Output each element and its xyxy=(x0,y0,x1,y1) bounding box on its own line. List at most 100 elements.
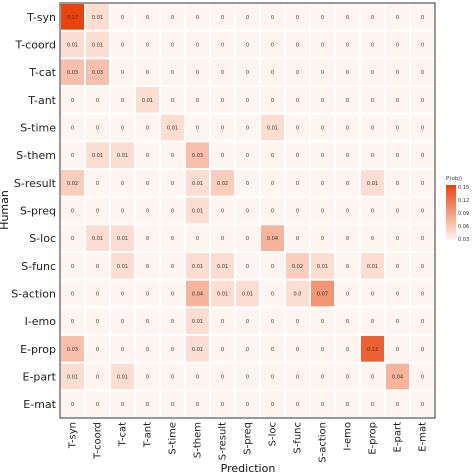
heatmap-cell xyxy=(111,142,134,168)
heatmap-cell xyxy=(236,336,259,362)
cell-value-label: 0 xyxy=(346,15,349,21)
heatmap-cell xyxy=(186,225,209,251)
heatmap-cell xyxy=(111,197,134,224)
heatmap-cell xyxy=(136,4,159,30)
cell-value-label: 0 xyxy=(71,209,74,215)
heatmap-cell xyxy=(86,4,109,30)
cell-value-label: 0 xyxy=(421,209,424,215)
heatmap-cell xyxy=(386,114,409,141)
heatmap-cell xyxy=(161,308,184,334)
cell-value-label: 0 xyxy=(371,43,374,49)
heatmap-cell xyxy=(211,336,234,362)
cell-value-label: 0.02 xyxy=(292,264,303,270)
heatmap-cell xyxy=(61,225,84,251)
cell-value-label: 0 xyxy=(371,153,374,159)
heatmap-cell xyxy=(361,308,384,334)
heatmap-cell xyxy=(161,253,184,279)
cell-value-label: 0 xyxy=(371,70,374,76)
cell-value-label: 0 xyxy=(271,292,274,298)
cell-value-label: 0 xyxy=(321,70,324,76)
heatmap-cell xyxy=(311,142,334,168)
heatmap-cell xyxy=(261,336,284,362)
cell-value-label: 0 xyxy=(321,319,324,325)
heatmap-cell xyxy=(261,197,284,224)
cell-value-label: 0 xyxy=(246,236,249,242)
heatmap-cell xyxy=(111,391,134,417)
heatmap-cell xyxy=(111,225,134,251)
heatmap-cell xyxy=(236,59,259,85)
heatmap-cell xyxy=(386,363,409,390)
heatmap-cell xyxy=(136,59,159,85)
plot-border xyxy=(59,2,436,419)
heatmap-cell xyxy=(336,253,359,279)
heatmap-cell xyxy=(86,363,109,390)
cell-value-label: 0 xyxy=(321,375,324,381)
heatmap-cell xyxy=(186,197,209,224)
heatmap-cell xyxy=(86,170,109,196)
heatmap-cell xyxy=(336,4,359,30)
cell-value-label: 0 xyxy=(96,181,99,187)
cell-value-label: 0 xyxy=(71,292,74,298)
heatmap-cell xyxy=(336,308,359,334)
cell-value-label: 0 xyxy=(121,98,124,104)
cell-value-label: 0.13 xyxy=(367,347,378,353)
cell-value-label: 0 xyxy=(71,126,74,132)
y-tick-label: I-emo xyxy=(25,315,57,328)
cell-value-label: 0 xyxy=(396,126,399,132)
cell-value-label: 0 xyxy=(396,319,399,325)
cell-value-label: 0 xyxy=(171,153,174,159)
y-tick-label: E-mat xyxy=(23,398,56,411)
heatmap-cell xyxy=(86,280,109,307)
cell-value-label: 0.01 xyxy=(92,43,103,49)
heatmap-cell xyxy=(411,114,434,141)
cell-value-label: 0 xyxy=(396,153,399,159)
cell-value-label: 0 xyxy=(121,126,124,132)
y-axis-title: Human xyxy=(0,190,11,230)
heatmap-cell xyxy=(361,114,384,141)
cell-value-label: 0.07 xyxy=(317,292,328,298)
cell-value-label: 0 xyxy=(121,402,124,408)
heatmap-cell xyxy=(411,308,434,334)
heatmap-cell xyxy=(261,114,284,141)
cell-value-label: 0 xyxy=(71,98,74,104)
cell-value-label: 0 xyxy=(421,347,424,353)
cell-value-label: 0.01 xyxy=(67,43,78,49)
cell-value-label: 0.03 xyxy=(192,153,203,159)
heatmap-cell xyxy=(386,4,409,30)
cell-value-label: 0 xyxy=(396,43,399,49)
heatmap-cell xyxy=(86,253,109,279)
cell-value-label: 0 xyxy=(146,375,149,381)
heatmap-cell xyxy=(186,363,209,390)
cell-value-label: 0 xyxy=(146,264,149,270)
cell-value-label: 0.01 xyxy=(117,153,128,159)
color-legend: P(obj) 0.15 0.12 0.09 0.06 0.03 xyxy=(446,176,469,243)
heatmap-cell xyxy=(161,59,184,85)
cell-value-label: 0 xyxy=(121,319,124,325)
cell-value-label: 0 xyxy=(421,70,424,76)
heatmap-cell xyxy=(186,142,209,168)
heatmap-cell xyxy=(361,253,384,279)
heatmap-cell xyxy=(111,87,134,113)
heatmap-cell xyxy=(311,225,334,251)
heatmap-cell xyxy=(311,336,334,362)
heatmap-cell xyxy=(411,336,434,362)
cell-value-label: 0 xyxy=(271,15,274,21)
cell-value-label: 0 xyxy=(321,98,324,104)
cell-value-label: 0 xyxy=(221,319,224,325)
heatmap-cell xyxy=(211,225,234,251)
heatmap-cell xyxy=(261,253,284,279)
cell-value-label: 0 xyxy=(346,126,349,132)
heatmap-cell xyxy=(161,391,184,417)
cell-value-label: 0 xyxy=(346,375,349,381)
heatmap-cell xyxy=(286,87,309,113)
cell-value-label: 0 xyxy=(196,70,199,76)
heatmap-cell xyxy=(61,87,84,113)
x-tick-label: T-coord xyxy=(93,422,104,460)
heatmap-cell xyxy=(386,225,409,251)
heatmap-cell xyxy=(236,4,259,30)
heatmap-cell xyxy=(111,170,134,196)
heatmap-cells: 0.17 0.01 0 0 0 0 0 0 0 0 0 0 0 0 0 0.01 0.01 0 0 0 0 0 0 0 0 0 0 0… xyxy=(61,4,434,417)
heatmap-cell xyxy=(211,142,234,168)
cell-value-label: 0 xyxy=(246,209,249,215)
heatmap-cell xyxy=(336,87,359,113)
